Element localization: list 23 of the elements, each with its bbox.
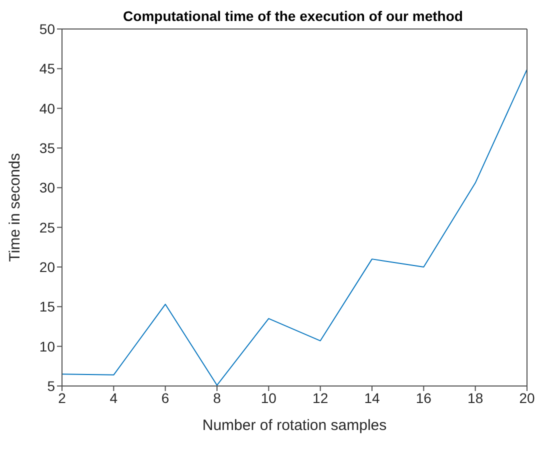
x-tick-label: 6 (161, 390, 170, 406)
x-tick-label: 4 (110, 390, 118, 406)
x-tick-label: 12 (312, 390, 328, 406)
x-tick-label: 16 (416, 390, 432, 406)
y-axis-title: Time in seconds (6, 153, 24, 262)
x-tick-label: 14 (364, 390, 380, 406)
y-tick-label: 45 (39, 60, 56, 77)
x-tick-label: 10 (260, 390, 277, 406)
y-tick-label: 25 (39, 219, 56, 236)
x-tick-label: 8 (213, 390, 222, 406)
x-axis-title: Number of rotation samples (202, 417, 387, 434)
x-tick-label: 18 (468, 390, 484, 406)
y-tick-label: 15 (39, 298, 56, 315)
x-tick-label: 2 (58, 390, 66, 406)
y-tick-label: 40 (39, 100, 56, 116)
chart-title: Computational time of the execution of our method (123, 8, 463, 24)
y-tick-label: 50 (39, 20, 56, 37)
y-tick-label: 30 (39, 180, 56, 196)
y-tick-label: 35 (39, 140, 56, 156)
y-tick-label: 20 (39, 258, 56, 275)
y-tick-label: 10 (39, 338, 56, 354)
y-tick-label: 5 (47, 378, 56, 394)
x-tick-label: 20 (519, 390, 535, 406)
